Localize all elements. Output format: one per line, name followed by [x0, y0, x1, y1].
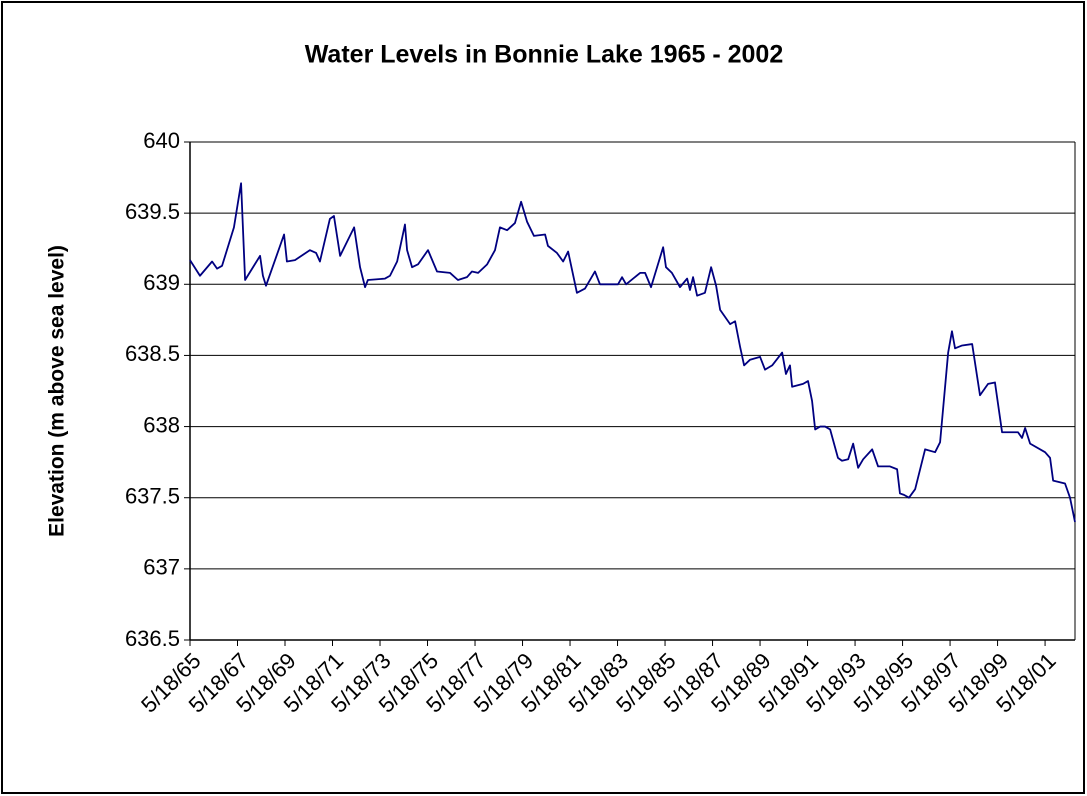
y-tick-label: 638.5 — [125, 341, 180, 366]
data-line — [189, 182, 1076, 523]
y-tick-label: 639.5 — [125, 199, 180, 224]
y-tick-label: 636.5 — [125, 626, 180, 651]
y-tick-label: 639 — [143, 270, 180, 295]
y-axis-label: Elevation (m above sea level) — [46, 245, 69, 537]
y-tick-label: 637 — [143, 555, 180, 580]
y-tick-label: 640 — [143, 128, 180, 153]
y-tick-label: 637.5 — [125, 484, 180, 509]
chart-title: Water Levels in Bonnie Lake 1965 - 2002 — [305, 41, 783, 69]
y-tick-label: 638 — [143, 412, 180, 437]
